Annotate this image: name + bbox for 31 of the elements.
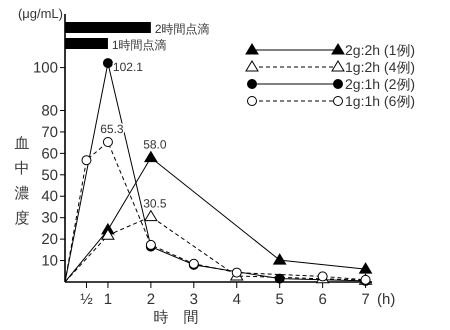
x-tick-label: ½ [80,291,94,308]
legend-label: 1g:1h (6例) [345,93,416,109]
y-tick-label: 80 [41,102,58,120]
y-tick-label: 30 [41,210,58,227]
band-label: 1時間点滴 [112,38,167,52]
x-tick-label: 6 [318,291,327,308]
y-tick-label: 20 [41,231,58,248]
y-tick-label: 70 [41,124,58,141]
y-axis-title: 血中濃度 [14,135,30,227]
y-tick-label: 40 [41,188,58,206]
x-tick-label: 3 [190,291,198,308]
y-tick-label: 50 [41,166,58,184]
x-tick-label: 1 [104,291,112,308]
x-tick-label: 7 [361,291,370,308]
data-label: 30.5 [143,196,167,211]
x-tick-label: 4 [232,291,241,308]
y-tick-label: 10 [41,252,58,270]
y-tick-label: 100 [32,60,58,77]
legend-label: 1g:2h (4例) [345,59,416,75]
x-axis-title: 時 間 [153,309,198,326]
band-label: 2時間点滴 [154,22,210,36]
text: (μg/mL) [18,6,63,21]
legend-label: 2g:1h (2例) [345,76,416,92]
x-tick-label: 5 [276,291,284,308]
text: (h) [377,291,396,308]
x-tick-label: 2 [146,291,156,308]
legend-label: 2g:2h (1例) [345,42,416,58]
data-label: 58.0 [143,138,167,152]
data-label: 102.1 [112,60,144,74]
y-tick-label: 60 [41,145,58,162]
data-label: 65.3 [100,122,124,136]
